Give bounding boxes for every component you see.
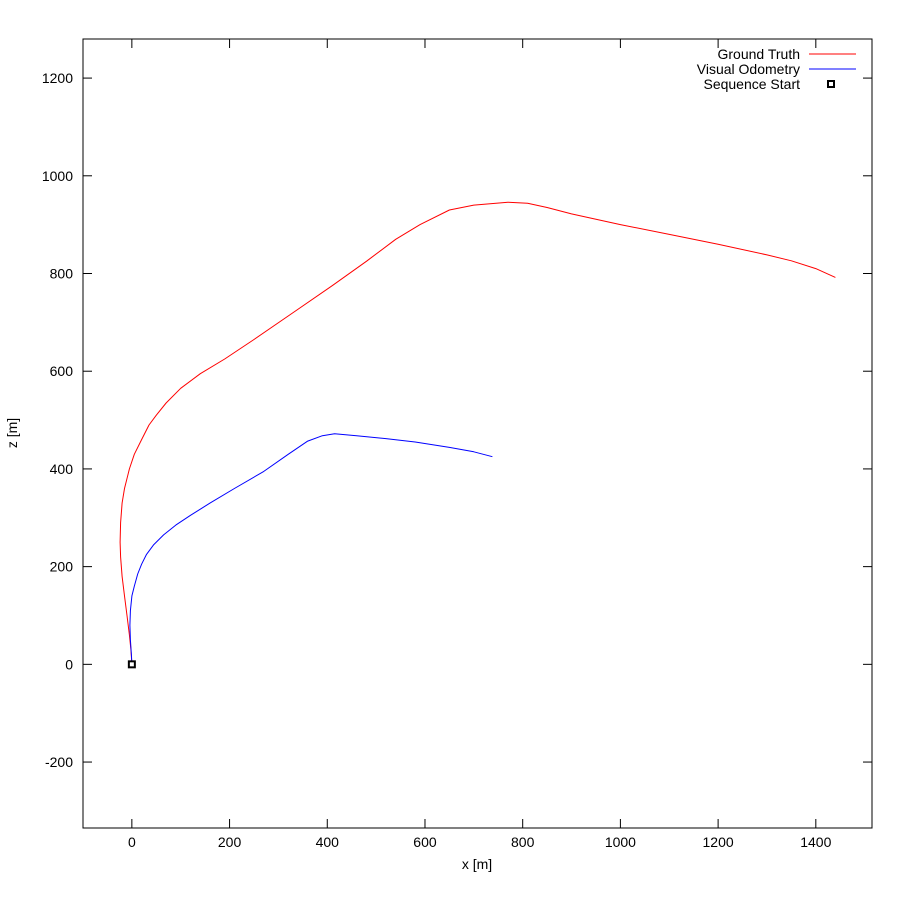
legend-swatch-sequence-start [827, 80, 835, 88]
axis-ticks: 0 200 400 600 800 1000 1200 1400 -200 0 200 400 600 8… [42, 39, 872, 850]
legend-label-ground-truth: Ground Truth [718, 46, 801, 62]
y-tick-label: -200 [45, 754, 73, 770]
y-tick-label: 1000 [42, 168, 73, 184]
visual-odometry-line [129, 433, 493, 665]
y-tick-label: 200 [50, 559, 74, 575]
ground-truth-line [119, 201, 836, 665]
legend-label-sequence-start: Sequence Start [703, 76, 800, 92]
x-tick-label: 1400 [800, 834, 831, 850]
y-tick-label: 600 [50, 363, 74, 379]
y-tick-label: 400 [50, 461, 74, 477]
x-tick-label: 600 [413, 834, 437, 850]
y-axis-label: z [m] [4, 418, 20, 448]
x-tick-label: 1200 [703, 834, 734, 850]
x-tick-label: 0 [128, 834, 136, 850]
x-axis-label: x [m] [462, 856, 492, 872]
sequence-start-marker [127, 660, 136, 669]
x-tick-label: 200 [218, 834, 242, 850]
plot-frame [82, 38, 873, 829]
x-tick-label: 1000 [605, 834, 636, 850]
y-tick-label: 0 [65, 656, 73, 672]
y-tick-label: 1200 [42, 70, 73, 86]
x-tick-label: 800 [511, 834, 535, 850]
y-tick-label: 800 [50, 266, 74, 282]
legend-label-visual-odometry: Visual Odometry [697, 61, 800, 77]
series-group [119, 201, 836, 669]
x-tick-label: 400 [316, 834, 340, 850]
